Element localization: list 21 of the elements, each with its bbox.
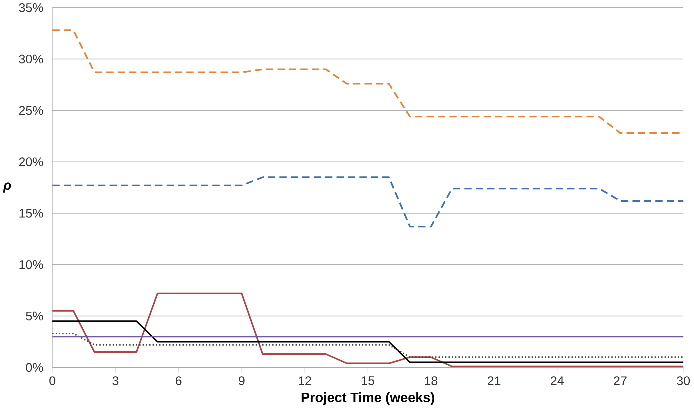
x-tick-label: 18 [425, 376, 438, 386]
y-tick-label: 25% [19, 106, 44, 116]
y-tick-label: 10% [20, 260, 44, 270]
x-tick-label: 3 [112, 376, 119, 386]
x-axis-title: Project Time (weeks) [302, 392, 434, 406]
x-tick-label: 27 [614, 376, 627, 386]
x-tick-label: 0 [50, 376, 56, 386]
x-tick-label: 6 [176, 376, 182, 386]
x-tick-label: 21 [488, 376, 501, 386]
x-tick-label: 9 [239, 376, 245, 386]
y-tick-label: 30% [19, 55, 44, 64]
x-tick-label: 12 [299, 376, 312, 386]
y-tick-label: 0% [26, 363, 44, 372]
x-tick-label: 24 [551, 376, 564, 386]
y-tick-label: 20% [19, 158, 44, 167]
x-tick-label: 15 [362, 376, 375, 386]
y-tick-label: 15% [20, 209, 44, 218]
y-tick-label: 5% [26, 312, 44, 321]
y-axis-title: ρ [3, 182, 12, 194]
x-tick-label: 30 [677, 376, 690, 386]
y-tick-label: 35% [19, 4, 44, 12]
